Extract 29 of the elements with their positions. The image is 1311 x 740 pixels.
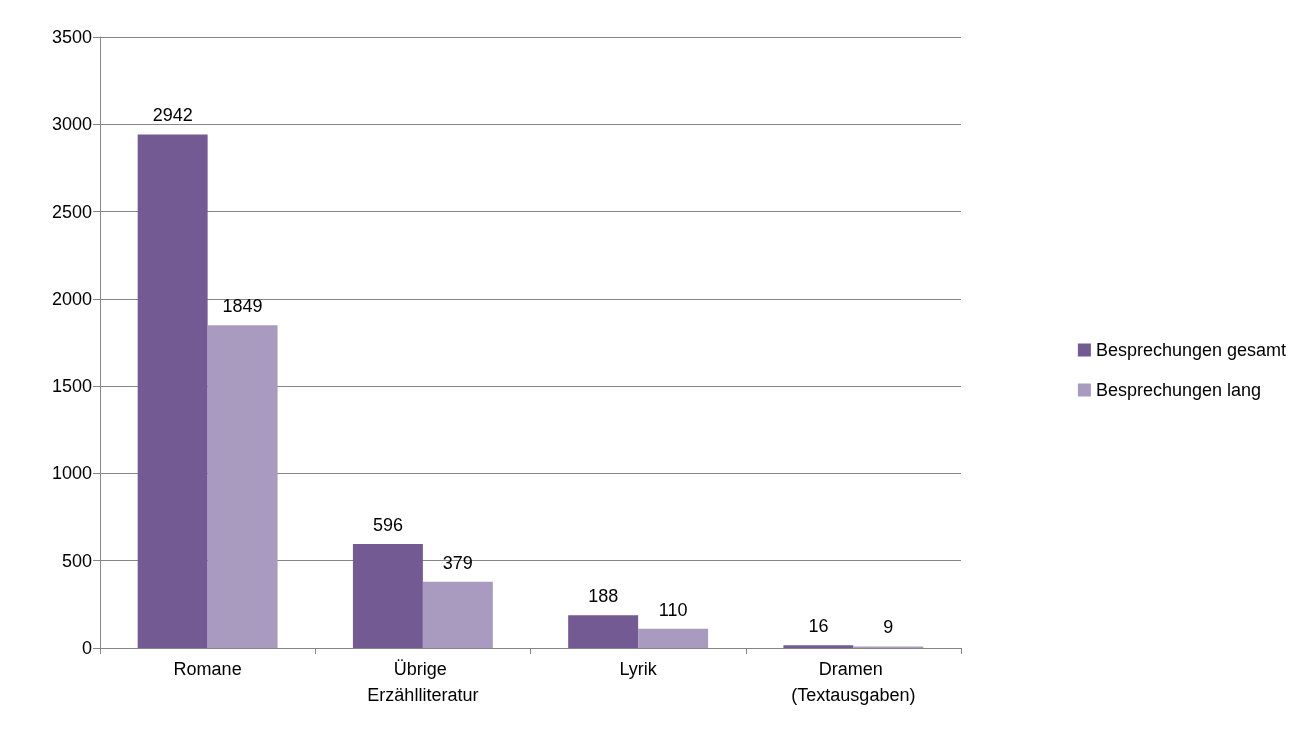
y-tick-label: 2500 — [51, 201, 92, 222]
legend-label: Besprechungen gesamt — [1095, 340, 1286, 360]
bar — [422, 581, 493, 648]
data-label: 1849 — [222, 296, 263, 317]
bar — [568, 615, 639, 648]
data-label: 596 — [372, 514, 403, 535]
y-tick-label: 1500 — [51, 376, 92, 397]
x-tick-label: Romane — [173, 659, 242, 679]
y-tick-label: 1000 — [51, 463, 92, 484]
data-label: 16 — [808, 616, 829, 637]
bar — [783, 645, 854, 648]
bar — [352, 543, 423, 648]
x-tick-label: Lyrik — [619, 659, 658, 679]
data-label: 110 — [658, 599, 688, 620]
data-label: 9 — [883, 617, 894, 638]
y-tick-label: 500 — [61, 550, 92, 571]
x-tick-label: Dramen (Textausgaben) — [791, 659, 916, 705]
x-tick-label: Übrige Erzählliteratur — [367, 659, 479, 705]
data-label: 2942 — [152, 105, 193, 126]
y-tick-label: 2000 — [51, 288, 92, 309]
data-label: 188 — [588, 586, 619, 607]
y-tick-label: 3500 — [51, 27, 92, 47]
y-tick-label: 3000 — [51, 114, 92, 135]
y-tick-label: 0 — [81, 638, 92, 658]
bar — [137, 134, 208, 648]
legend-label: Besprechungen lang — [1095, 380, 1262, 400]
bar — [638, 628, 709, 648]
bar — [207, 325, 278, 648]
data-label: 379 — [442, 552, 473, 573]
